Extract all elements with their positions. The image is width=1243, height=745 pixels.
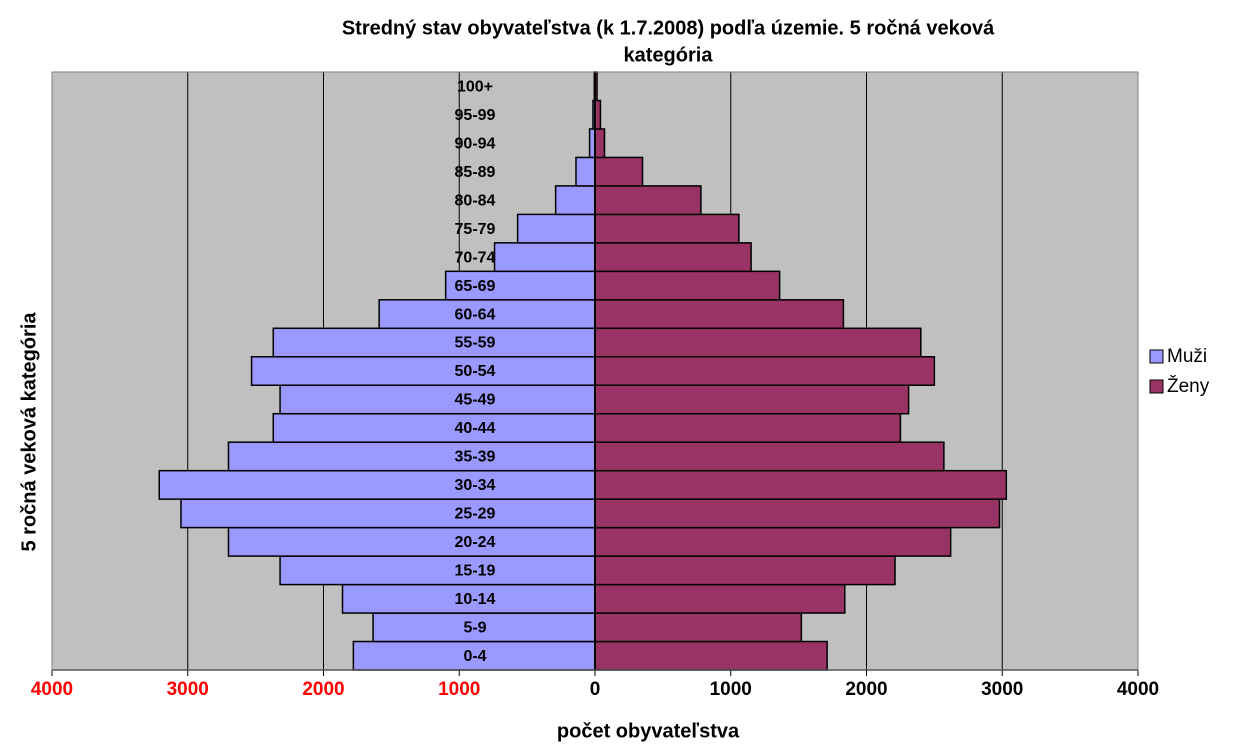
bar [493, 242, 596, 273]
y-tick-label: 40-44 [455, 420, 496, 437]
y-tick-label: 30-34 [455, 477, 496, 494]
y-tick-label: 60-64 [455, 306, 496, 323]
bar [594, 612, 803, 643]
bar [594, 185, 702, 216]
bar [444, 270, 596, 301]
y-tick-label: 10-14 [455, 591, 496, 608]
bar [594, 384, 910, 415]
bar [594, 640, 828, 671]
legend-swatch [1149, 349, 1164, 364]
y-axis-label: 5 ročná veková kategória [18, 312, 40, 552]
bar [227, 441, 596, 472]
bar [594, 299, 845, 330]
bar [594, 412, 902, 443]
x-tick-label: 2000 [302, 679, 344, 700]
y-tick-label: 95-99 [455, 107, 496, 124]
bar [250, 356, 596, 386]
legend-label: Muži [1167, 346, 1207, 367]
y-tick-label: 70-74 [455, 249, 496, 266]
bar [272, 327, 596, 358]
y-tick-label: 5-9 [463, 620, 486, 637]
y-tick-label: 25-29 [455, 506, 496, 523]
bar [594, 156, 644, 187]
y-tick-label: 80-84 [455, 192, 496, 209]
bar [516, 213, 596, 244]
legend-swatch [1149, 379, 1164, 394]
bar [180, 498, 596, 529]
x-tick-label: 2000 [845, 679, 887, 700]
y-tick-label: 0-4 [463, 648, 486, 665]
plot-border [51, 71, 1139, 671]
bar [575, 156, 596, 187]
bar [594, 469, 1008, 500]
bar [272, 412, 596, 443]
chart-title: kategória [624, 44, 714, 66]
x-tick-label: 3000 [167, 679, 209, 700]
bar [594, 526, 952, 557]
bar [594, 327, 922, 358]
y-tick-label: 50-54 [455, 363, 496, 380]
y-tick-label: 90-94 [455, 135, 496, 152]
bar [279, 555, 596, 586]
bar [594, 498, 1001, 529]
bar [279, 384, 596, 415]
bar [594, 441, 945, 472]
y-tick-label: 20-24 [455, 534, 496, 551]
y-tick-label: 15-19 [455, 563, 496, 580]
y-tick-label: 55-59 [455, 335, 496, 352]
x-tick-label: 4000 [1117, 679, 1159, 700]
y-tick-label: 85-89 [455, 164, 496, 181]
y-tick-label: 35-39 [455, 449, 496, 466]
bar [594, 242, 752, 273]
bar [594, 555, 896, 586]
y-tick-label: 100+ [457, 78, 493, 95]
x-tick-label: 4000 [31, 679, 73, 700]
legend-label: Ženy [1167, 375, 1210, 397]
bar [594, 583, 846, 614]
y-tick-label: 75-79 [455, 221, 496, 238]
y-tick-label: 45-49 [455, 392, 496, 409]
bar [554, 185, 596, 216]
chart-title: Stredný stav obyvateľstva (k 1.7.2008) p… [342, 17, 995, 39]
bar [594, 356, 936, 386]
x-axis-label: počet obyvateľstva [557, 720, 740, 742]
bar [594, 270, 781, 301]
y-tick-label: 65-69 [455, 278, 496, 295]
x-tick-label: 1000 [438, 679, 480, 700]
x-tick-label: 3000 [981, 679, 1023, 700]
bar [227, 526, 596, 557]
bar [594, 128, 606, 159]
x-tick-label: 0 [590, 679, 601, 700]
bar [594, 213, 740, 244]
bar [158, 469, 596, 500]
x-tick-label: 1000 [710, 679, 752, 700]
